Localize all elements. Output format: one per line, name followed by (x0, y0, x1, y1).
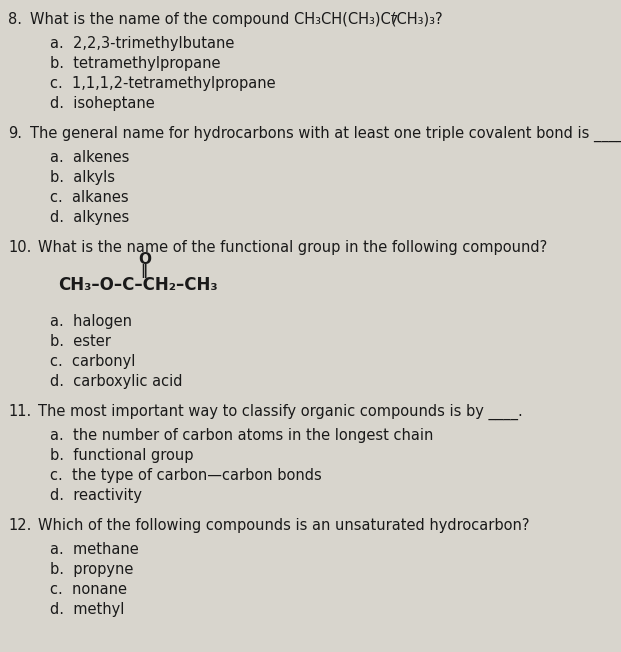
Text: a.  halogen: a. halogen (50, 314, 132, 329)
Text: ‖: ‖ (140, 264, 147, 278)
Text: 8.: 8. (8, 12, 22, 27)
Text: What is the name of the functional group in the following compound?: What is the name of the functional group… (38, 240, 547, 255)
Text: What is the name of the compound CH₃CH(CH₃)C(CH₃)₃?: What is the name of the compound CH₃CH(C… (30, 12, 443, 27)
Text: a.  the number of carbon atoms in the longest chain: a. the number of carbon atoms in the lon… (50, 428, 433, 443)
Text: The general name for hydrocarbons with at least one triple covalent bond is ____: The general name for hydrocarbons with a… (30, 126, 621, 142)
Text: b.  alkyls: b. alkyls (50, 170, 115, 185)
Text: d.  isoheptane: d. isoheptane (50, 96, 155, 111)
Text: 7: 7 (390, 14, 399, 27)
Text: a.  2,2,3-trimethylbutane: a. 2,2,3-trimethylbutane (50, 36, 234, 51)
Text: c.  1,1,1,2-tetramethylpropane: c. 1,1,1,2-tetramethylpropane (50, 76, 276, 91)
Text: a.  methane: a. methane (50, 542, 138, 557)
Text: 10.: 10. (8, 240, 32, 255)
Text: O: O (138, 252, 151, 267)
Text: Which of the following compounds is an unsaturated hydrocarbon?: Which of the following compounds is an u… (38, 518, 530, 533)
Text: d.  reactivity: d. reactivity (50, 488, 142, 503)
Text: b.  ester: b. ester (50, 334, 111, 349)
Text: b.  functional group: b. functional group (50, 448, 194, 463)
Text: 12.: 12. (8, 518, 32, 533)
Text: d.  carboxylic acid: d. carboxylic acid (50, 374, 183, 389)
Text: b.  propyne: b. propyne (50, 562, 134, 577)
Text: b.  tetramethylpropane: b. tetramethylpropane (50, 56, 220, 71)
Text: c.  nonane: c. nonane (50, 582, 127, 597)
Text: c.  the type of carbon—carbon bonds: c. the type of carbon—carbon bonds (50, 468, 322, 483)
Text: c.  alkanes: c. alkanes (50, 190, 129, 205)
Text: CH₃–O–C–CH₂–CH₃: CH₃–O–C–CH₂–CH₃ (58, 276, 217, 294)
Text: d.  alkynes: d. alkynes (50, 210, 129, 225)
Text: d.  methyl: d. methyl (50, 602, 124, 617)
Text: 9.: 9. (8, 126, 22, 141)
Text: 11.: 11. (8, 404, 31, 419)
Text: The most important way to classify organic compounds is by ____.: The most important way to classify organ… (38, 404, 523, 420)
Text: c.  carbonyl: c. carbonyl (50, 354, 135, 369)
Text: a.  alkenes: a. alkenes (50, 150, 129, 165)
